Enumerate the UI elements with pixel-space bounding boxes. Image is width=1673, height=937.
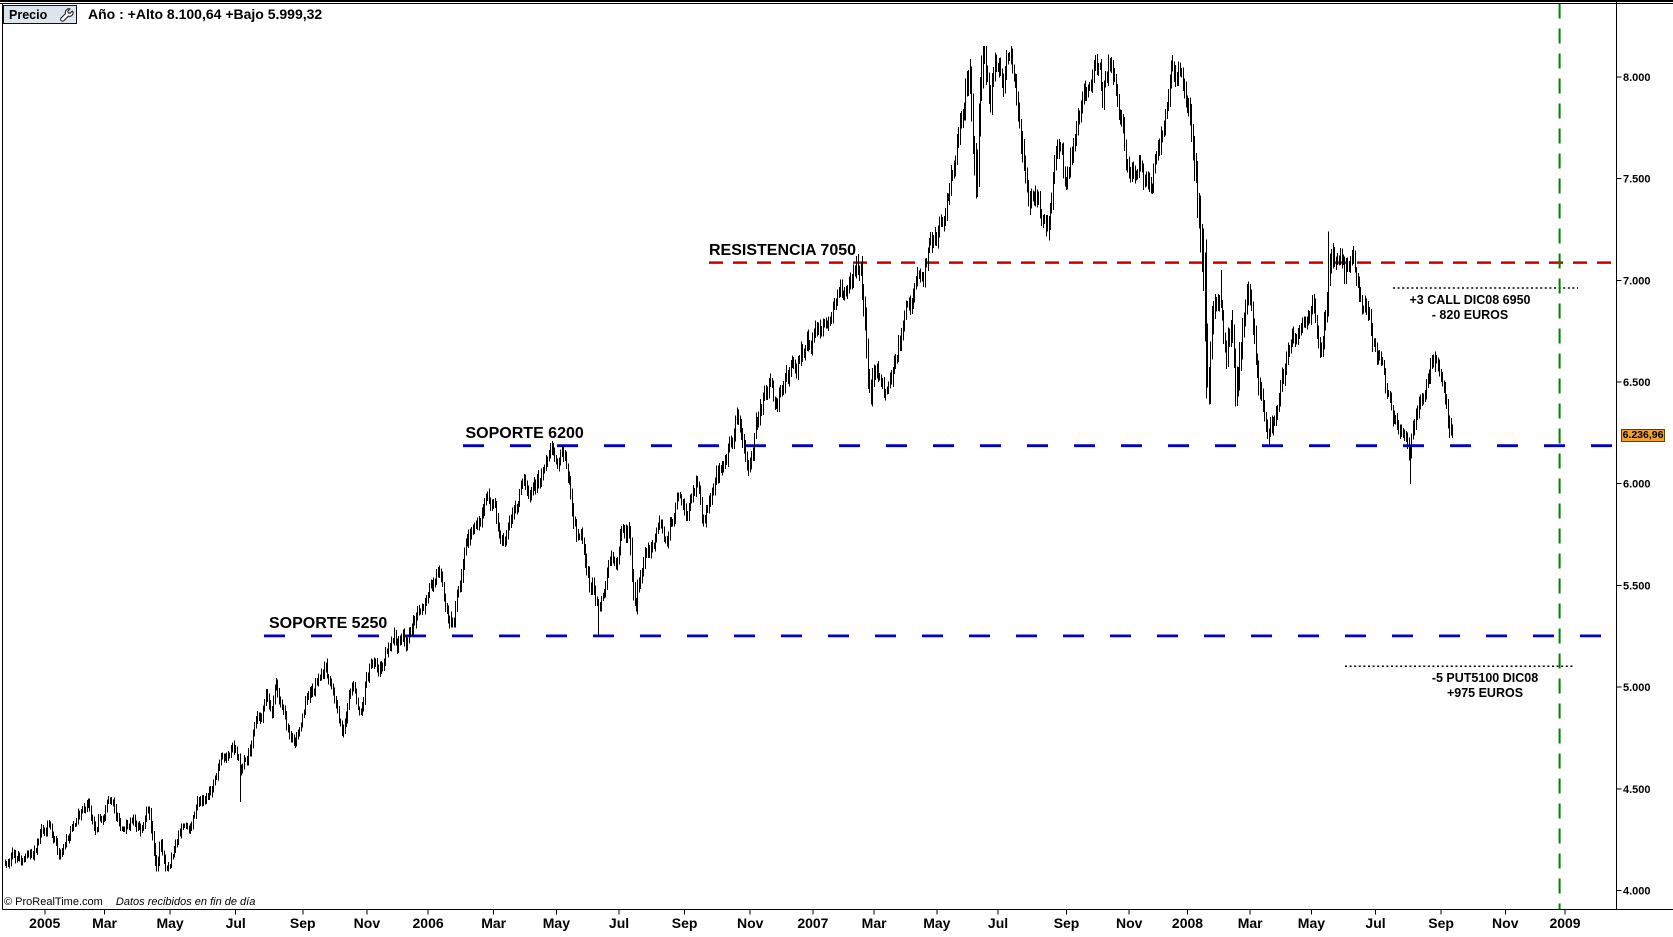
x-tick-label: Sep: [672, 915, 698, 931]
x-tick-label: Jul: [226, 915, 246, 931]
x-tick-label: 2008: [1172, 915, 1203, 931]
support-6200-label[interactable]: SOPORTE 6200: [465, 425, 584, 443]
year-stats: Año : +Alto 8.100,64 +Bajo 5.999,32: [88, 6, 323, 22]
window-top-border: [0, 0, 1673, 2]
y-tick-label: 6.500: [1623, 377, 1651, 389]
resistance-label[interactable]: RESISTENCIA 7050: [709, 242, 857, 260]
y-tick-label: 4.500: [1623, 784, 1651, 796]
put-option-label[interactable]: -5 PUT5100 DIC08 +975 EUROS: [1355, 671, 1615, 701]
x-tick-label: Mar: [1238, 915, 1263, 931]
put-option-line1: -5 PUT5100 DIC08: [1431, 671, 1539, 686]
x-tick-label: May: [923, 915, 950, 931]
x-tick-label: Jul: [988, 915, 1008, 931]
x-tick-label: May: [543, 915, 570, 931]
x-tick-label: Sep: [1054, 915, 1080, 931]
x-tick-label: Nov: [1492, 915, 1519, 931]
x-tick-label: Mar: [92, 915, 117, 931]
last-price-label: 6.236,96: [1621, 429, 1665, 442]
x-tick-label: Jul: [1365, 915, 1385, 931]
price-bars: [5, 46, 1453, 872]
x-tick-label: Nov: [1116, 915, 1143, 931]
x-tick-label: Mar: [862, 915, 887, 931]
y-tick-label: 8.000: [1623, 72, 1651, 84]
y-tick-label: 4.000: [1623, 886, 1651, 898]
y-tick-label: 5.000: [1623, 682, 1651, 694]
x-tick-label: May: [156, 915, 183, 931]
x-tick-label: 2005: [29, 915, 60, 931]
put-option-line2: +975 EUROS: [1446, 686, 1524, 701]
x-tick-label: Sep: [1428, 915, 1454, 931]
y-tick-label: 5.500: [1623, 580, 1651, 592]
y-tick-label: 6.000: [1623, 479, 1651, 491]
y-tick-label: 7.000: [1623, 275, 1651, 287]
x-tick-label: Nov: [737, 915, 764, 931]
call-option-label[interactable]: +3 CALL DIC08 6950 - 820 EUROS: [1340, 293, 1600, 323]
y-tick-label: 7.500: [1623, 174, 1651, 186]
x-tick-label: May: [1298, 915, 1325, 931]
wrench-icon[interactable]: [60, 7, 74, 22]
x-tick-label: 2006: [413, 915, 444, 931]
data-note-text: Datos recibidos en fin de día: [115, 896, 256, 908]
x-tick-label: 2007: [797, 915, 828, 931]
pane-title: Precio: [9, 7, 48, 22]
call-option-line2: - 820 EUROS: [1431, 308, 1509, 323]
x-tick-label: Sep: [290, 915, 316, 931]
pane-settings-button[interactable]: Precio: [3, 5, 77, 24]
x-tick-label: Mar: [481, 915, 506, 931]
call-option-line1: +3 CALL DIC08 6950: [1409, 293, 1531, 308]
pane-top-border: [0, 3, 1673, 4]
x-tick-label: Jul: [609, 915, 629, 931]
footer-note: © ProRealTime.com Datos recibidos en fin…: [4, 896, 255, 908]
x-tick-label: 2009: [1549, 915, 1580, 931]
x-tick-label: Nov: [354, 915, 381, 931]
support-5250-label[interactable]: SOPORTE 5250: [269, 615, 388, 633]
copyright-text: © ProRealTime.com: [4, 896, 103, 908]
